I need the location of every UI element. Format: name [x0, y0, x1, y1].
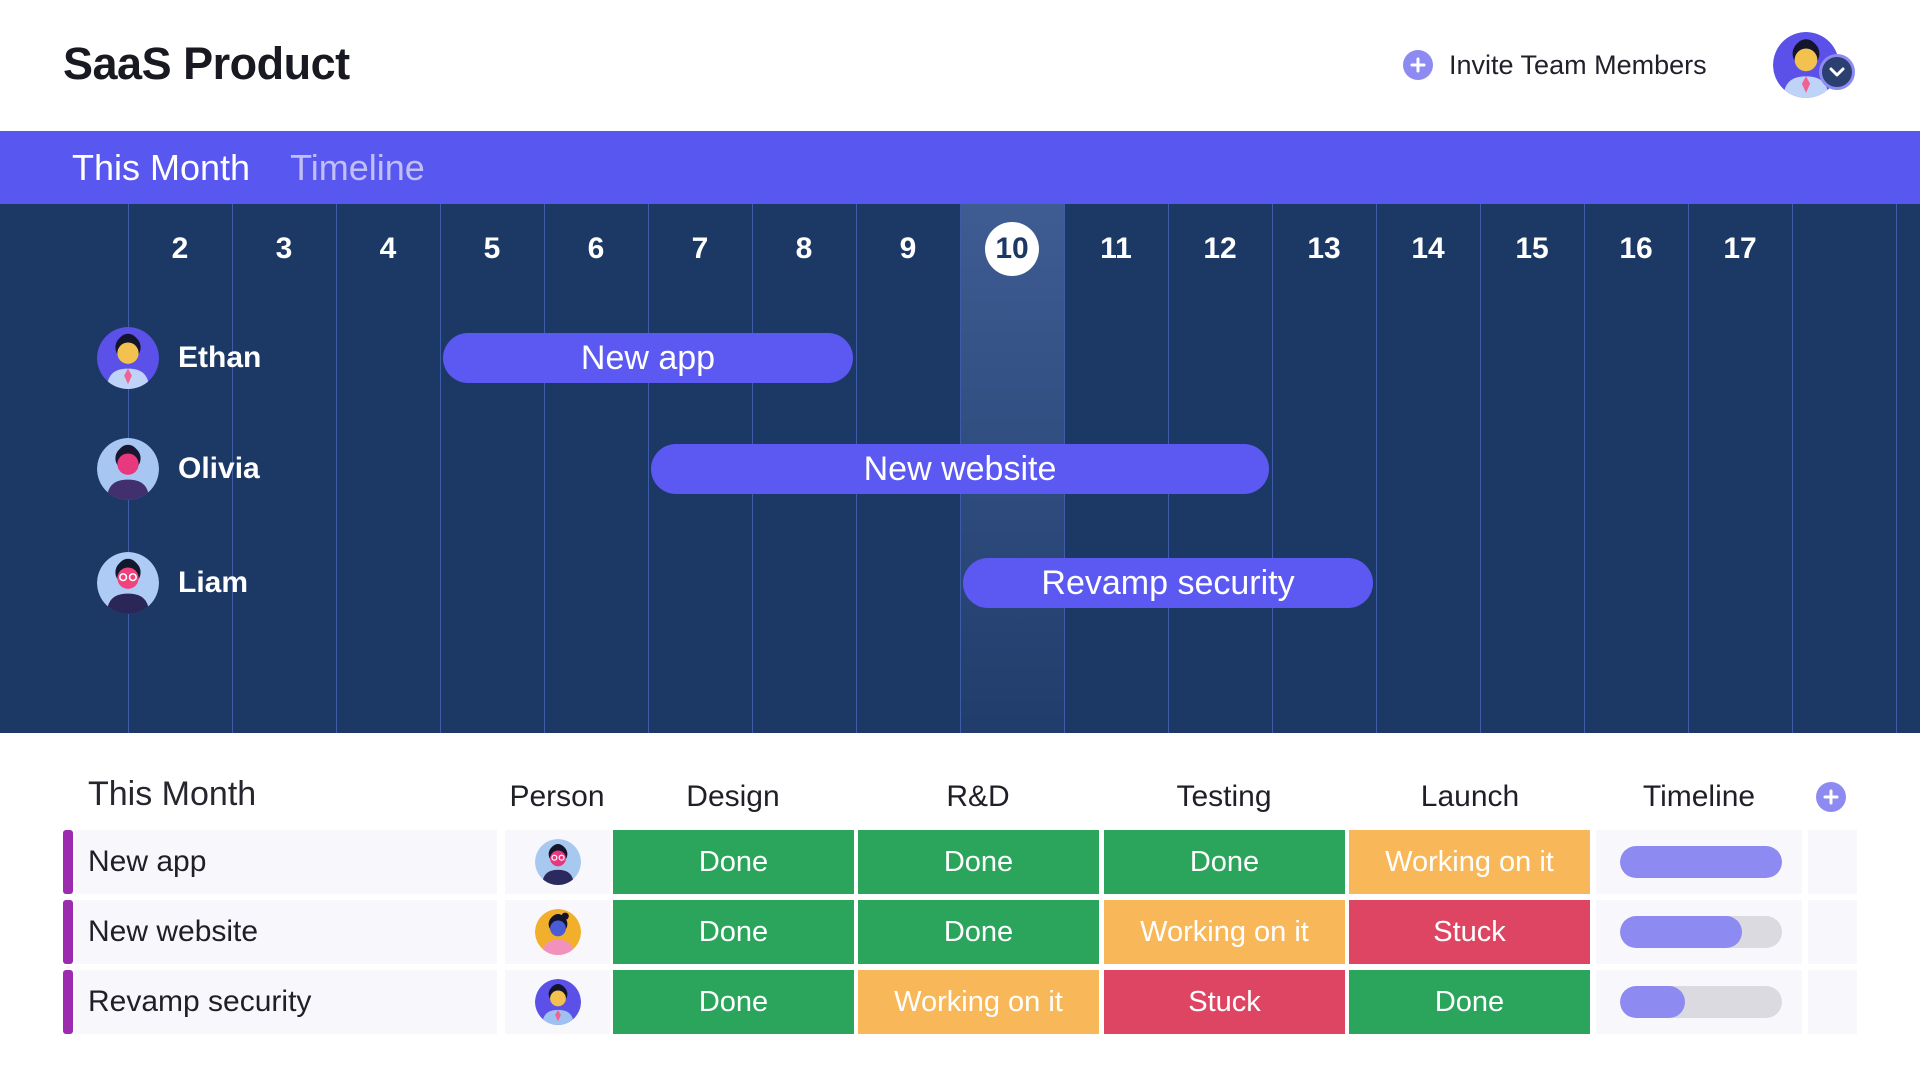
task-name-cell[interactable]: New app: [75, 830, 497, 894]
person-name: Olivia: [178, 452, 260, 485]
timeline-progress-fill: [1620, 846, 1782, 878]
empty-cell: [1808, 830, 1857, 894]
timeline-cell: [1596, 900, 1802, 964]
status-cell-working-on-it[interactable]: Working on it: [1104, 900, 1345, 964]
gantt-gridline: [1688, 204, 1689, 733]
day-label: 16: [1619, 232, 1653, 265]
timeline-progress-fill: [1620, 916, 1742, 948]
status-cell-stuck[interactable]: Stuck: [1349, 900, 1590, 964]
page-title: SaaS Product: [63, 38, 350, 89]
gantt-gridline: [648, 204, 649, 733]
day-label: 9: [899, 232, 917, 265]
empty-cell: [1808, 970, 1857, 1034]
day-label-current: 10: [960, 222, 1064, 276]
task-bar-revamp-security[interactable]: Revamp security: [963, 558, 1373, 608]
gantt-gridline: [440, 204, 441, 733]
day-label: 12: [1203, 232, 1237, 265]
person-name: Ethan: [178, 341, 262, 374]
status-cell-done[interactable]: Done: [858, 900, 1099, 964]
status-cell-done[interactable]: Done: [613, 830, 854, 894]
status-cell-stuck[interactable]: Stuck: [1104, 970, 1345, 1034]
plus-icon: [1403, 50, 1433, 80]
empty-cell: [1808, 900, 1857, 964]
day-label: 15: [1515, 232, 1549, 265]
status-cell-done[interactable]: Done: [613, 900, 854, 964]
row-accent-stripe: [63, 830, 73, 894]
tab-this-month[interactable]: This Month: [72, 146, 251, 188]
person-cell[interactable]: [505, 900, 610, 964]
day-label: 8: [795, 232, 813, 265]
table-title: This Month: [88, 775, 257, 813]
status-cell-done[interactable]: Done: [858, 830, 1099, 894]
person-cell[interactable]: [505, 970, 610, 1034]
chevron-down-icon: [1819, 54, 1855, 90]
person-avatar-olivia: [97, 438, 159, 500]
row-accent-stripe: [63, 900, 73, 964]
day-label: 5: [483, 232, 501, 265]
status-cell-working-on-it[interactable]: Working on it: [858, 970, 1099, 1034]
day-label: 11: [1100, 232, 1132, 265]
status-cell-done[interactable]: Done: [613, 970, 854, 1034]
timeline-progress-bar: [1620, 986, 1782, 1018]
gantt-gridline: [232, 204, 233, 733]
day-label: 17: [1723, 232, 1757, 265]
task-name-cell[interactable]: New website: [75, 900, 497, 964]
person-name: Liam: [178, 566, 249, 599]
user-avatar: [1773, 32, 1839, 98]
day-label: 4: [379, 232, 397, 265]
column-header-r-d: R&D: [946, 780, 1010, 813]
column-header-testing: Testing: [1176, 780, 1272, 813]
day-label: 14: [1411, 232, 1445, 265]
tab-timeline[interactable]: Timeline: [290, 146, 425, 188]
task-bar-new-app[interactable]: New app: [443, 333, 853, 383]
column-header-timeline: Timeline: [1642, 780, 1756, 813]
gantt-gridline: [1480, 204, 1481, 733]
gantt-gridline: [1272, 204, 1273, 733]
gantt-gridline: [1376, 204, 1377, 733]
gantt-gridline: [544, 204, 545, 733]
task-bar-new-website[interactable]: New website: [651, 444, 1269, 494]
person-avatar: [534, 839, 581, 885]
person-cell[interactable]: [505, 830, 610, 894]
user-menu[interactable]: [1773, 32, 1857, 98]
person-avatar-ethan: [97, 327, 159, 389]
day-label: 7: [691, 232, 709, 265]
invite-team-members-button[interactable]: Invite Team Members: [1403, 38, 1707, 92]
timeline-progress-bar: [1620, 846, 1782, 878]
status-cell-done[interactable]: Done: [1349, 970, 1590, 1034]
day-label: 6: [587, 232, 605, 265]
column-header-design: Design: [686, 780, 780, 813]
gantt-chart: 2 3 4 5 6 7 8 9 10 11 12 13 14 15 16 17 Ethan New app Oliv…: [0, 204, 1920, 733]
person-avatar: [534, 979, 581, 1025]
invite-label: Invite Team Members: [1449, 49, 1707, 80]
timeline-cell: [1596, 970, 1802, 1034]
column-header-launch: Launch: [1420, 780, 1520, 813]
day-label: 13: [1307, 232, 1341, 265]
status-cell-done[interactable]: Done: [1104, 830, 1345, 894]
gantt-gridline: [1584, 204, 1585, 733]
timeline-progress-fill: [1620, 986, 1685, 1018]
day-label: 3: [275, 232, 293, 265]
app-header: SaaS Product Invite Team Members: [0, 0, 1920, 131]
view-tabs: This Month Timeline: [0, 131, 1920, 204]
row-accent-stripe: [63, 970, 73, 1034]
add-column-button[interactable]: [1816, 782, 1846, 812]
person-avatar-liam: [97, 552, 159, 614]
status-cell-working-on-it[interactable]: Working on it: [1349, 830, 1590, 894]
column-header-person: Person: [509, 780, 605, 813]
gantt-gridline: [1896, 204, 1897, 733]
timeline-cell: [1596, 830, 1802, 894]
day-label: 2: [171, 232, 189, 265]
task-name-cell[interactable]: Revamp security: [75, 970, 497, 1034]
gantt-gridline: [336, 204, 337, 733]
gantt-gridline: [1792, 204, 1793, 733]
person-avatar: [534, 909, 581, 955]
timeline-progress-bar: [1620, 916, 1782, 948]
